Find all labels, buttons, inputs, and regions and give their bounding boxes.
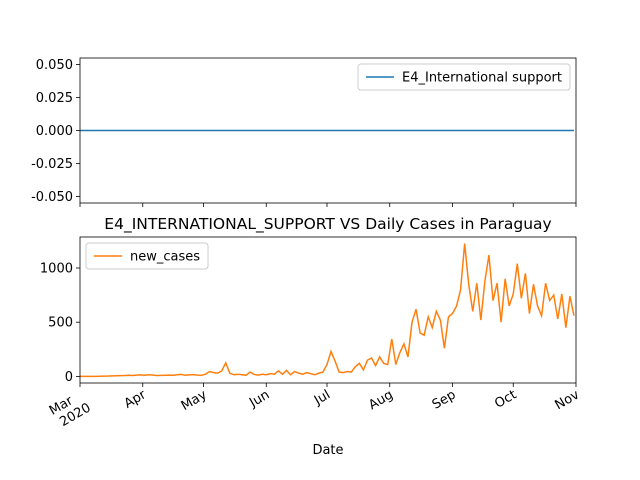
y-tick-label: 0.025 <box>36 91 73 106</box>
x-tick-label: Mar2020 <box>47 387 94 431</box>
y-tick-label: -0.050 <box>31 190 73 205</box>
x-tick-label: Jul <box>311 387 333 408</box>
y-tick-label: 0.050 <box>36 58 73 73</box>
y-tick-label: 0.000 <box>36 124 73 139</box>
y-tick-label: 0 <box>65 370 73 385</box>
axes-frame <box>79 57 577 204</box>
series-line <box>80 243 575 378</box>
y-tick-label: -0.025 <box>31 157 73 172</box>
legend-label: E4_International support <box>402 71 562 86</box>
axes-frame <box>79 236 577 384</box>
x-tick-label: Aug <box>366 387 395 413</box>
chart-title: E4_INTERNATIONAL_SUPPORT VS Daily Cases … <box>104 215 551 234</box>
x-axis-label: Date <box>312 443 343 458</box>
x-tick-label: Sep <box>430 387 459 412</box>
x-tick-label: May <box>179 387 210 414</box>
y-tick-label: 1000 <box>40 261 73 276</box>
y-tick-label: 500 <box>48 316 73 331</box>
legend-box <box>357 63 571 91</box>
x-tick-label: Jun <box>246 387 272 411</box>
x-tick-label: Apr <box>122 387 150 412</box>
legend: E4_International support <box>357 63 571 91</box>
x-tick-label: Nov <box>553 387 583 413</box>
legend-label: new_cases <box>130 250 200 265</box>
legend: new_cases <box>85 242 209 270</box>
x-tick-label: Oct <box>492 387 519 411</box>
legend-box <box>85 242 209 270</box>
